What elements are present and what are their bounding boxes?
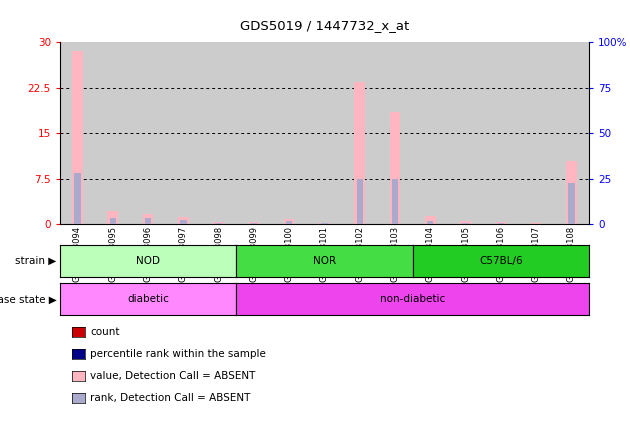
Text: count: count — [90, 327, 120, 337]
Text: disease state ▶: disease state ▶ — [0, 294, 57, 304]
Bar — [284, 219, 294, 224]
Bar — [249, 222, 259, 224]
Bar — [321, 223, 328, 224]
Text: value, Detection Call = ABSENT: value, Detection Call = ABSENT — [90, 371, 256, 381]
Text: strain ▶: strain ▶ — [16, 256, 57, 266]
Text: GDS5019 / 1447732_x_at: GDS5019 / 1447732_x_at — [240, 19, 409, 32]
Bar — [531, 222, 541, 224]
Bar — [390, 112, 400, 224]
Bar — [319, 222, 329, 224]
Bar — [496, 222, 506, 224]
Bar — [215, 223, 222, 224]
Bar — [272, 42, 307, 224]
Bar — [286, 220, 292, 224]
Text: NOR: NOR — [313, 256, 336, 266]
Text: diabetic: diabetic — [127, 294, 169, 304]
Bar — [143, 214, 153, 224]
Bar — [462, 223, 469, 224]
Bar — [357, 179, 363, 224]
Bar — [307, 42, 342, 224]
Bar — [178, 217, 188, 224]
Bar — [427, 221, 433, 224]
Bar — [425, 216, 435, 224]
Bar — [166, 42, 201, 224]
Bar — [518, 42, 554, 224]
Bar — [60, 42, 95, 224]
Bar — [377, 42, 413, 224]
Text: percentile rank within the sample: percentile rank within the sample — [90, 349, 266, 359]
Bar — [130, 42, 166, 224]
Bar — [483, 42, 518, 224]
Text: NOD: NOD — [136, 256, 160, 266]
Bar — [568, 183, 575, 224]
Text: non-diabetic: non-diabetic — [380, 294, 445, 304]
Bar — [74, 173, 81, 224]
Bar — [461, 222, 471, 224]
Bar — [251, 223, 257, 224]
Bar — [214, 222, 224, 224]
Bar — [498, 223, 504, 224]
Bar — [95, 42, 130, 224]
Bar — [108, 212, 118, 224]
Bar — [448, 42, 483, 224]
Bar — [355, 82, 365, 224]
Bar — [145, 218, 151, 224]
Bar — [72, 52, 83, 224]
Bar — [413, 42, 448, 224]
Bar — [566, 161, 576, 224]
Bar — [392, 179, 398, 224]
Bar — [201, 42, 236, 224]
Text: C57BL/6: C57BL/6 — [479, 256, 523, 266]
Bar — [533, 223, 539, 224]
Bar — [110, 218, 116, 224]
Bar — [554, 42, 589, 224]
Bar — [236, 42, 272, 224]
Bar — [180, 220, 186, 224]
Bar — [342, 42, 377, 224]
Text: rank, Detection Call = ABSENT: rank, Detection Call = ABSENT — [90, 393, 251, 403]
